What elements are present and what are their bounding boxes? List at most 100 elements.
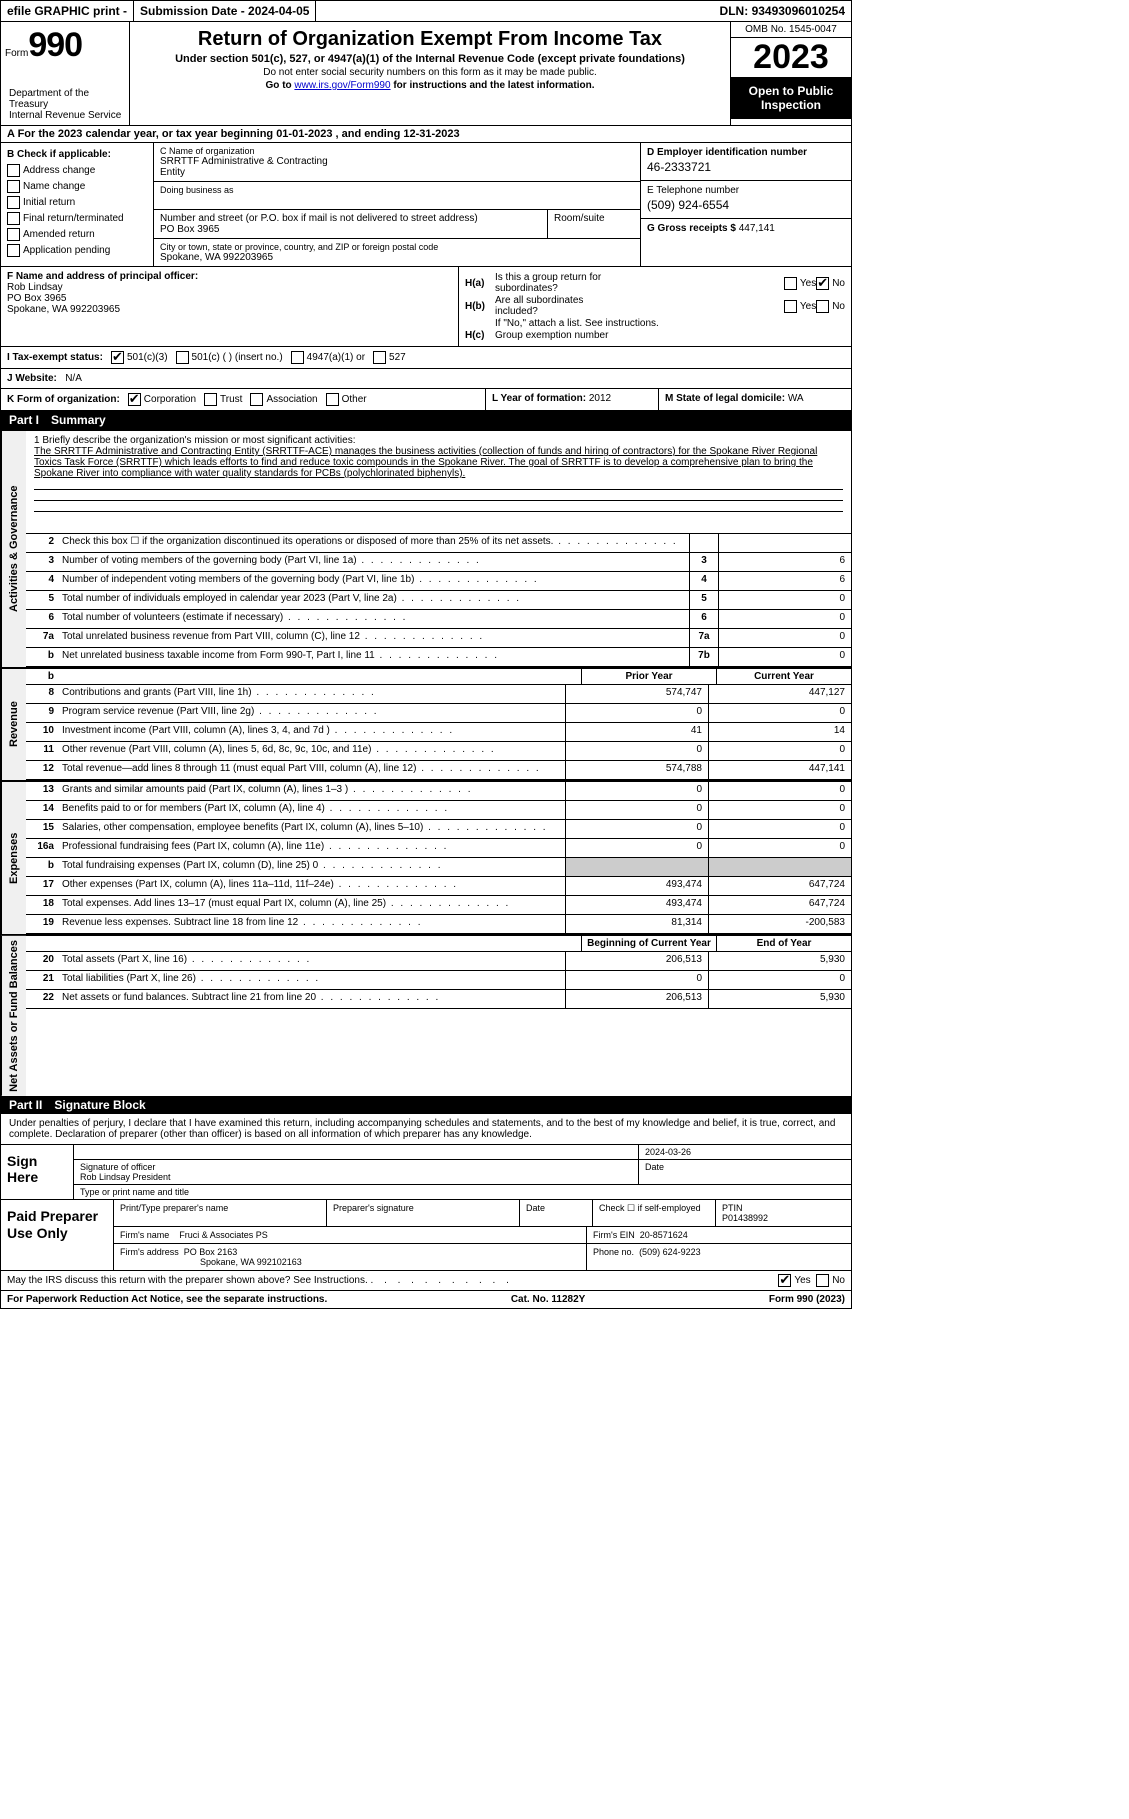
col-d-ein-tel: D Employer identification number 46-2333… xyxy=(641,143,851,266)
table-row: 5 Total number of individuals employed i… xyxy=(26,591,851,610)
row-a-period: A For the 2023 calendar year, or tax yea… xyxy=(1,126,851,143)
tax-year: 2023 xyxy=(731,38,851,78)
website-row: J Website: N/A xyxy=(1,369,851,389)
discuss-no[interactable]: No xyxy=(816,1274,845,1287)
cb-address-change[interactable]: Address change xyxy=(7,163,147,178)
exp-section: Expenses 13 Grants and similar amounts p… xyxy=(1,780,851,934)
discuss-row: May the IRS discuss this return with the… xyxy=(1,1271,851,1291)
open-public-badge: Open to Public Inspection xyxy=(731,78,851,119)
side-label-exp: Expenses xyxy=(1,782,26,934)
cb-corp[interactable]: Corporation xyxy=(128,393,196,406)
part-2-header: Part II Signature Block xyxy=(1,1096,851,1114)
table-row: 7a Total unrelated business revenue from… xyxy=(26,629,851,648)
table-row: 11 Other revenue (Part VIII, column (A),… xyxy=(26,742,851,761)
cb-other[interactable]: Other xyxy=(326,393,367,406)
submission-cell: Submission Date - 2024-04-05 xyxy=(134,1,316,21)
irs-link[interactable]: www.irs.gov/Form990 xyxy=(294,80,390,91)
table-row: 19 Revenue less expenses. Subtract line … xyxy=(26,915,851,934)
efile-label: efile GRAPHIC print - xyxy=(1,1,134,21)
table-row: 4 Number of independent voting members o… xyxy=(26,572,851,591)
table-row: 8 Contributions and grants (Part VIII, l… xyxy=(26,685,851,704)
ein-cell: D Employer identification number 46-2333… xyxy=(641,143,851,181)
col-c-name-address: C Name of organization SRRTTF Administra… xyxy=(154,143,641,266)
form-subtitle: Under section 501(c), 527, or 4947(a)(1)… xyxy=(138,53,722,65)
cb-trust[interactable]: Trust xyxy=(204,393,242,406)
city-cell: City or town, state or province, country… xyxy=(154,238,640,266)
discuss-yes[interactable]: Yes xyxy=(778,1274,810,1287)
table-row: 9 Program service revenue (Part VIII, li… xyxy=(26,704,851,723)
form-title: Return of Organization Exempt From Incom… xyxy=(138,28,722,51)
title-box: Return of Organization Exempt From Incom… xyxy=(130,22,730,125)
dba-cell: Doing business as xyxy=(154,182,640,210)
paid-preparer-block: Paid Preparer Use Only Print/Type prepar… xyxy=(1,1200,851,1271)
table-row: 22 Net assets or fund balances. Subtract… xyxy=(26,990,851,1009)
tel-cell: E Telephone number (509) 924-6554 xyxy=(641,181,851,219)
table-row: b Net unrelated business taxable income … xyxy=(26,648,851,667)
side-label-rev: Revenue xyxy=(1,669,26,780)
ha-no[interactable]: No xyxy=(816,277,845,290)
omb-number: OMB No. 1545-0047 xyxy=(731,22,851,38)
cb-name-change[interactable]: Name change xyxy=(7,179,147,194)
org-name-cell: C Name of organization SRRTTF Administra… xyxy=(154,143,640,182)
table-row: 20 Total assets (Part X, line 16) 206,51… xyxy=(26,952,851,971)
cb-amended[interactable]: Amended return xyxy=(7,227,147,242)
cb-527[interactable]: 527 xyxy=(373,351,406,364)
gov-lines-table: 2 Check this box ☐ if the organization d… xyxy=(26,534,851,667)
cb-501c3[interactable]: 501(c)(3) xyxy=(111,351,168,364)
table-row: 18 Total expenses. Add lines 13–17 (must… xyxy=(26,896,851,915)
year-box: OMB No. 1545-0047 2023 Open to Public In… xyxy=(730,22,851,125)
form-number-box: Form990 Department of the Treasury Inter… xyxy=(1,22,130,125)
col-k-form-org: K Form of organization: Corporation Trus… xyxy=(1,389,486,410)
street-row: Number and street (or P.O. box if mail i… xyxy=(154,210,640,238)
col-f-officer: F Name and address of principal officer:… xyxy=(1,267,459,346)
cb-final-return[interactable]: Final return/terminated xyxy=(7,211,147,226)
cb-4947[interactable]: 4947(a)(1) or xyxy=(291,351,365,364)
hb-no[interactable]: No xyxy=(816,300,845,313)
table-row: 13 Grants and similar amounts paid (Part… xyxy=(26,782,851,801)
cb-501c[interactable]: 501(c) ( ) (insert no.) xyxy=(176,351,283,364)
table-row: 15 Salaries, other compensation, employe… xyxy=(26,820,851,839)
col-m-domicile: M State of legal domicile: WA xyxy=(659,389,851,410)
cb-assoc[interactable]: Association xyxy=(250,393,317,406)
na-col-header: Beginning of Current Year End of Year xyxy=(26,936,851,952)
ssn-note: Do not enter social security numbers on … xyxy=(138,67,722,78)
gross-cell: G Gross receipts $ 447,141 xyxy=(641,219,851,238)
form-990-page: efile GRAPHIC print - Submission Date - … xyxy=(0,0,852,1309)
cb-app-pending[interactable]: Application pending xyxy=(7,243,147,258)
sign-here-block: Sign Here 2024-03-26 Signature of office… xyxy=(1,1145,851,1200)
table-row: 6 Total number of volunteers (estimate i… xyxy=(26,610,851,629)
table-row: 12 Total revenue—add lines 8 through 11 … xyxy=(26,761,851,780)
ha-yes[interactable]: Yes xyxy=(784,277,816,290)
top-bar: efile GRAPHIC print - Submission Date - … xyxy=(1,1,851,22)
table-row: 3 Number of voting members of the govern… xyxy=(26,553,851,572)
side-label-na: Net Assets or Fund Balances xyxy=(1,936,26,1096)
na-section: Net Assets or Fund Balances Beginning of… xyxy=(1,934,851,1096)
col-l-formation: L Year of formation: 2012 xyxy=(486,389,659,410)
table-row: b Total fundraising expenses (Part IX, c… xyxy=(26,858,851,877)
form-header: Form990 Department of the Treasury Inter… xyxy=(1,22,851,126)
tax-exempt-status-row: I Tax-exempt status: 501(c)(3) 501(c) ( … xyxy=(1,347,851,369)
dept-treasury: Department of the Treasury Internal Reve… xyxy=(5,86,129,123)
row-f-h: F Name and address of principal officer:… xyxy=(1,267,851,347)
table-row: 14 Benefits paid to or for members (Part… xyxy=(26,801,851,820)
klm-row: K Form of organization: Corporation Trus… xyxy=(1,389,851,411)
footer-final: For Paperwork Reduction Act Notice, see … xyxy=(1,1291,851,1308)
hb-yes[interactable]: Yes xyxy=(784,300,816,313)
rev-section: Revenue b Prior Year Current Year 8 Cont… xyxy=(1,667,851,780)
side-label-gov: Activities & Governance xyxy=(1,431,26,667)
cb-initial-return[interactable]: Initial return xyxy=(7,195,147,210)
rev-col-header: b Prior Year Current Year xyxy=(26,669,851,685)
col-h-group: H(a) Is this a group return for subordin… xyxy=(459,267,851,346)
table-row: 17 Other expenses (Part IX, column (A), … xyxy=(26,877,851,896)
dln-cell: DLN: 93493096010254 xyxy=(714,1,851,21)
col-b-checkboxes: B Check if applicable: Address change Na… xyxy=(1,143,154,266)
na-lines-table: 20 Total assets (Part X, line 16) 206,51… xyxy=(26,952,851,1009)
signature-declaration: Under penalties of perjury, I declare th… xyxy=(1,1114,851,1145)
table-row: 16a Professional fundraising fees (Part … xyxy=(26,839,851,858)
mission-block: 1 Briefly describe the organization's mi… xyxy=(26,431,851,534)
table-row: 2 Check this box ☐ if the organization d… xyxy=(26,534,851,553)
table-row: 21 Total liabilities (Part X, line 26) 0… xyxy=(26,971,851,990)
exp-lines-table: 13 Grants and similar amounts paid (Part… xyxy=(26,782,851,934)
gov-section: Activities & Governance 1 Briefly descri… xyxy=(1,429,851,667)
table-row: 10 Investment income (Part VIII, column … xyxy=(26,723,851,742)
